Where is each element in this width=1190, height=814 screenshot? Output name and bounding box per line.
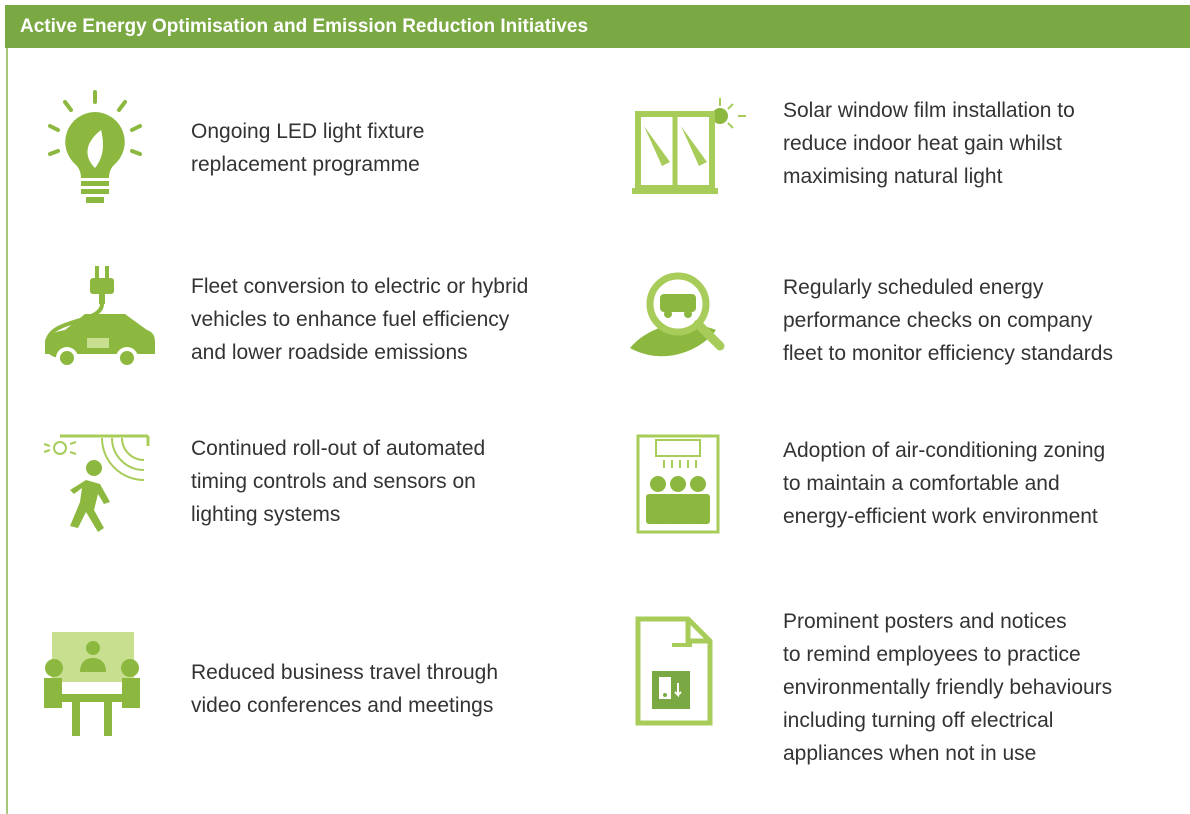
inspection-icon (630, 272, 725, 357)
window-icon (632, 98, 746, 194)
line: performance checks on company (783, 309, 1093, 332)
line: appliances when not in use (783, 742, 1037, 765)
line: Continued roll-out of automated (191, 437, 486, 460)
line: video conferences and meetings (191, 694, 494, 717)
item: Fleet conversion to electric or hybrid ve… (191, 270, 528, 369)
item: Regularly scheduled energy performance ch… (783, 271, 1113, 370)
line: Adoption of air-conditioning zoning (783, 439, 1106, 462)
line: and lower roadside emissions (191, 341, 468, 364)
poster-icon (635, 616, 713, 726)
sensor-icon (43, 434, 150, 532)
line: Fleet conversion to electric or hybrid (191, 275, 529, 298)
line: to maintain a comfortable and (783, 472, 1060, 495)
line: maximising natural light (783, 165, 1003, 188)
line: replacement programme (191, 153, 420, 176)
line: Prominent posters and notices (783, 610, 1067, 633)
line: Regularly scheduled energy (783, 276, 1044, 299)
video-icon (44, 632, 140, 736)
item: Prominent posters and notices to remind e… (783, 605, 1112, 770)
item: Solar window film installation to reduce … (783, 94, 1075, 193)
bulb-icon (48, 90, 142, 203)
item: Continued roll-out of automated timing co… (191, 432, 485, 531)
line: Solar window film installation to (783, 99, 1075, 122)
line: lighting systems (191, 503, 341, 526)
item: Reduced business travel through video con… (191, 656, 498, 722)
line: to remind employees to practice (783, 643, 1081, 666)
item: Ongoing LED light fixture replacement pro… (191, 115, 424, 181)
aircon-icon (636, 434, 720, 534)
line: timing controls and sensors on (191, 470, 476, 493)
line: Reduced business travel through (191, 661, 499, 684)
line: Ongoing LED light fixture (191, 120, 425, 143)
line: vehicles to enhance fuel efficiency (191, 308, 510, 331)
line: energy-efficient work environment (783, 505, 1098, 528)
car-icon (44, 266, 155, 369)
left-border (6, 48, 8, 814)
line: including turning off electrical (783, 709, 1054, 732)
line: reduce indoor heat gain whilst (783, 132, 1063, 155)
header-bar: Active Energy Optimisation and Emission … (5, 5, 1190, 48)
line: environmentally friendly behaviours (783, 676, 1113, 699)
line: fleet to monitor efficiency standards (783, 342, 1113, 365)
header-title: Active Energy Optimisation and Emission … (20, 16, 589, 37)
item: Adoption of air-conditioning zoning to ma… (783, 434, 1105, 533)
